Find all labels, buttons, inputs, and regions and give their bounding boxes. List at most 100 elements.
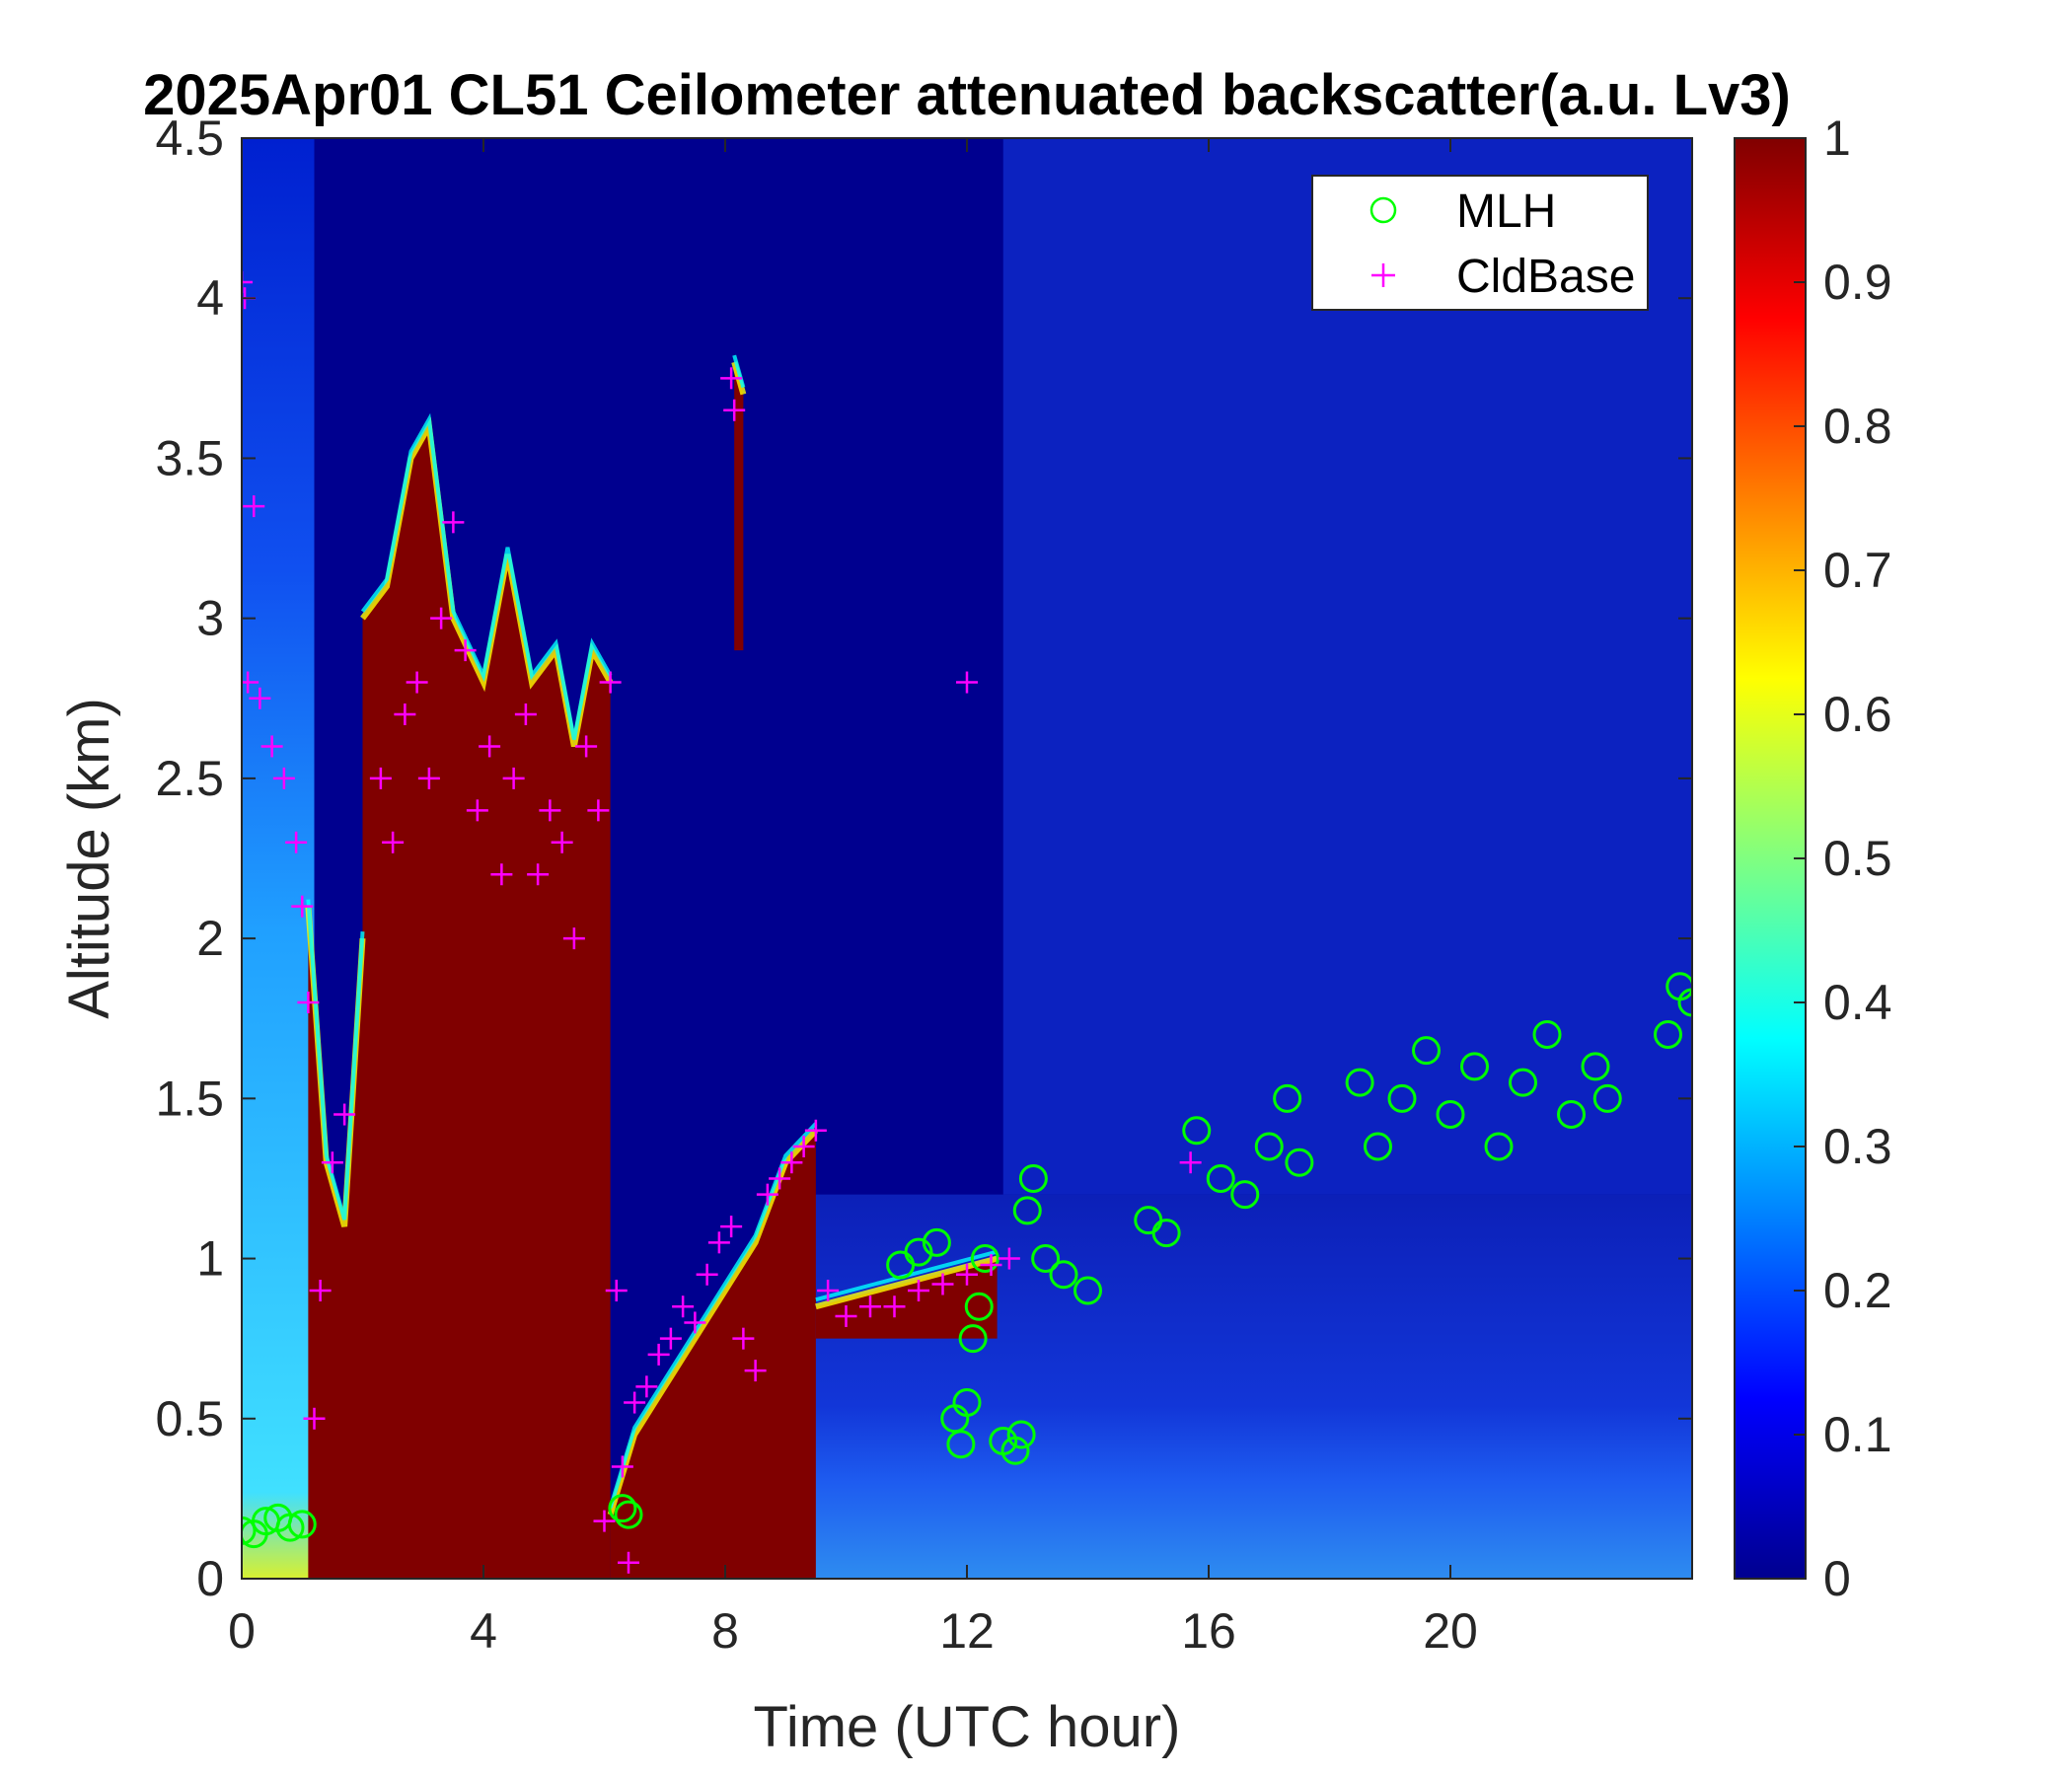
cldbase-point <box>593 1510 616 1532</box>
cldbase-point <box>723 399 746 421</box>
cldbase-point <box>369 767 392 789</box>
cldbase-point <box>587 799 610 822</box>
cldbase-point <box>551 831 573 853</box>
mlh-point <box>614 1500 643 1529</box>
cldbase-point <box>605 1280 628 1301</box>
mlh-point <box>1000 1436 1030 1465</box>
mlh-point <box>964 1292 994 1321</box>
mlh-point <box>608 1494 637 1523</box>
colorbar-tick-label: 0.5 <box>1823 831 1892 886</box>
chart-title: 2025Apr01 CL51 Ceilometer attenuated bac… <box>143 63 1791 127</box>
cldbase-point <box>514 703 537 725</box>
mlh-point <box>1581 1052 1610 1081</box>
cldbase-point <box>333 1103 356 1126</box>
mlh-point <box>1436 1100 1465 1130</box>
cldbase-point <box>291 895 314 918</box>
x-tick-label: 8 <box>711 1603 739 1659</box>
mlh-point <box>1387 1083 1417 1113</box>
cldbase-point <box>249 687 271 709</box>
backscatter-background <box>242 138 1692 1579</box>
x-tick-label: 12 <box>939 1603 995 1659</box>
y-tick-label: 1.5 <box>155 1071 224 1126</box>
mlh-point <box>958 1324 988 1354</box>
cldbase-point <box>684 1311 706 1334</box>
cldbase-point <box>242 671 259 694</box>
cldbase-point <box>285 831 308 853</box>
plot-area <box>242 138 1692 1579</box>
mlh-point <box>1654 1019 1682 1049</box>
cldbase-point <box>883 1295 906 1318</box>
cldbase-point <box>980 1254 1002 1277</box>
x-tick-label: 20 <box>1423 1603 1478 1659</box>
legend-box <box>1311 175 1649 311</box>
mlh-point <box>1285 1147 1314 1177</box>
colorbar-ticks: 0 0.1 0.2 0.3 0.4 0.5 0.6 0.7 0.8 0.9 1 <box>1794 111 1892 1606</box>
cldbase-point <box>479 735 501 758</box>
cldbase-point <box>756 1183 778 1206</box>
y-tick-label: 4.5 <box>155 111 224 166</box>
y-axis-ticks: 0 0.5 1 1.5 2 2.5 3 3.5 4 4.5 <box>155 111 1692 1606</box>
mlh-point <box>287 1510 317 1539</box>
mlh-point <box>1592 1083 1622 1113</box>
mlh-point <box>1364 1132 1392 1161</box>
x-tick-label: 4 <box>470 1603 497 1659</box>
cldbase-point <box>539 799 561 822</box>
cldbase-point <box>611 1455 633 1478</box>
cldbase-point <box>672 1295 695 1318</box>
cldbase-point <box>260 735 283 758</box>
cldbase-point <box>635 1375 658 1398</box>
cldbase-point <box>430 607 453 629</box>
backscatter-regions <box>305 354 999 1579</box>
cldbase-point <box>696 1263 718 1286</box>
cldbase-point <box>931 1273 954 1295</box>
cldbase-point <box>732 1327 755 1350</box>
legend-mlh-label: MLH <box>1456 185 1556 238</box>
mlh-point <box>1049 1260 1078 1290</box>
cldbase-point <box>243 495 265 518</box>
saturated-region-3 <box>815 1258 998 1339</box>
y-tick-label: 1 <box>196 1231 224 1287</box>
x-axis-label: Time (UTC hour) <box>754 1695 1181 1759</box>
cldbase-point <box>527 863 550 886</box>
x-tick-label: 16 <box>1181 1603 1236 1659</box>
mlh-point <box>922 1227 951 1257</box>
cldbase-point <box>817 1280 840 1301</box>
mlh-point <box>1006 1420 1036 1449</box>
background-boundary-layer <box>809 1194 1692 1579</box>
mlh-point <box>1206 1163 1235 1193</box>
cldbase-point <box>502 767 525 789</box>
mlh-point <box>1557 1100 1586 1130</box>
saturated-region-1 <box>308 906 363 1579</box>
legend: MLH CldBase <box>1311 175 1649 311</box>
cldbase-point <box>659 1327 682 1350</box>
x-axis-ticks: 0 4 8 12 16 20 <box>228 138 1478 1659</box>
colorbar-tick-label: 0.2 <box>1823 1263 1892 1318</box>
cldbase-point <box>309 1280 332 1301</box>
mlh-point <box>1073 1276 1102 1305</box>
y-tick-label: 4 <box>196 270 224 326</box>
mlh-point <box>1677 988 1692 1017</box>
cldbase-point <box>394 703 416 725</box>
legend-cldbase-label: CldBase <box>1456 251 1635 303</box>
cldbase-point <box>624 1391 646 1414</box>
cldbase-point <box>707 1231 730 1254</box>
y-tick-label: 0.5 <box>155 1391 224 1446</box>
mlh-point <box>275 1513 305 1542</box>
cldbase-point <box>297 992 320 1013</box>
cldbase-point <box>442 511 465 534</box>
y-tick-label: 2.5 <box>155 751 224 806</box>
cldbase-point <box>575 735 598 758</box>
colorbar-tick-label: 0.6 <box>1823 687 1892 742</box>
mlh-point <box>1509 1068 1537 1097</box>
legend-mlh-marker <box>1369 196 1397 224</box>
x-tick-label: 0 <box>228 1603 256 1659</box>
colorbar-tick-label: 0.8 <box>1823 399 1892 454</box>
cldbase-point <box>804 1119 827 1142</box>
y-axis-label: Altitude (km) <box>57 698 121 1019</box>
cldbase-point <box>454 639 477 662</box>
cldbase-point <box>406 671 428 694</box>
mlh-point <box>1018 1163 1048 1193</box>
region-edge-cyan-4 <box>732 354 746 389</box>
cldbase-point <box>720 367 743 390</box>
